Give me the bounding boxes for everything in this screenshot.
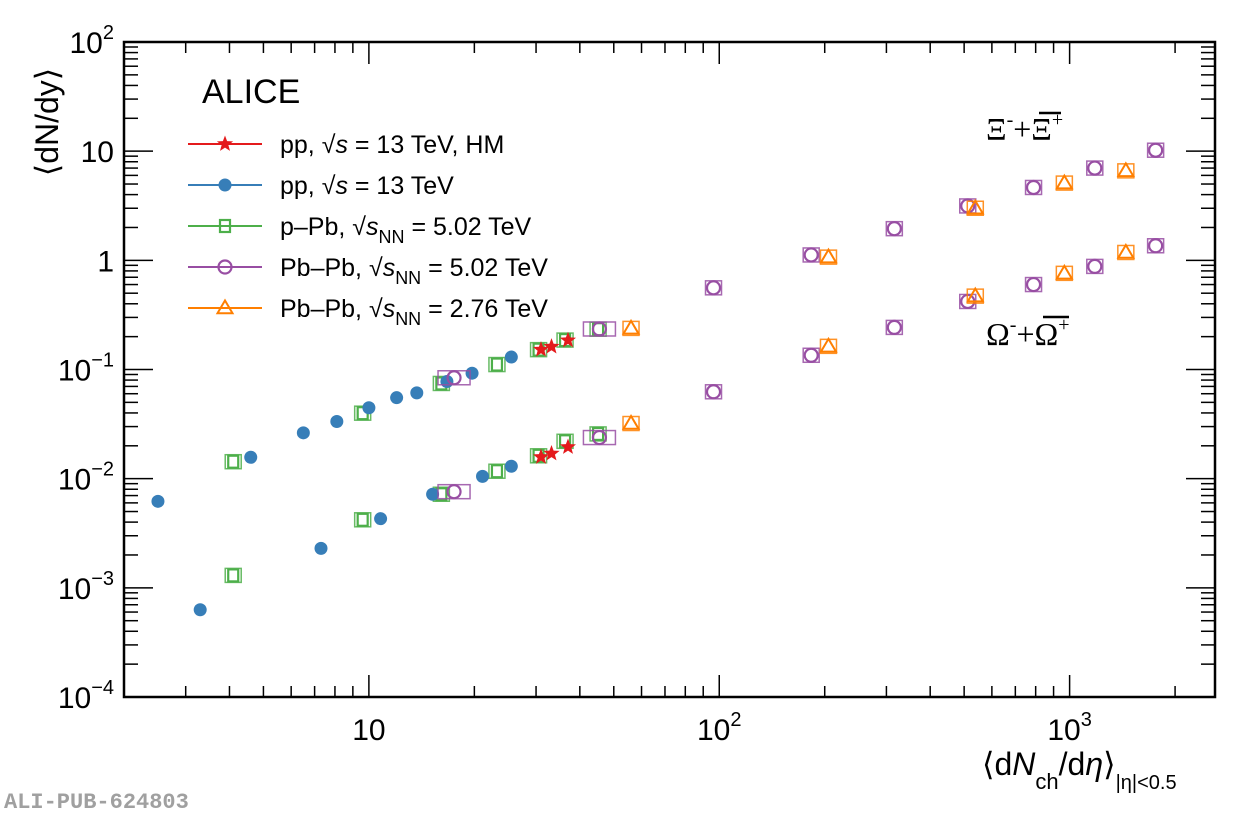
- xi-point: [1025, 179, 1042, 196]
- y-tick-label: 10−3: [58, 568, 114, 606]
- xi-point: [559, 331, 576, 348]
- omega-annotation: Ω-+Ω+: [986, 314, 1070, 352]
- xi-point: [227, 454, 240, 469]
- x-axis-title: ⟨dNch/dη⟩|η|<0.5: [982, 746, 1177, 794]
- omega-point: [621, 414, 641, 430]
- series-0: [533, 331, 576, 464]
- x-axis-title-eta: η: [1085, 746, 1103, 782]
- legend-entry: pp, √s = 13 TeV, HM: [280, 131, 504, 159]
- x-tick-labels: 10 102 103: [352, 709, 1092, 747]
- experiment-label: ALICE: [202, 73, 300, 111]
- xi-point: [621, 318, 641, 335]
- omega-point: [966, 286, 985, 303]
- legend-marker: [216, 135, 234, 151]
- legend-entry: pp, √s = 13 TeV: [280, 172, 454, 200]
- legend-marker: [217, 259, 233, 275]
- series-1: [151, 350, 518, 617]
- omega-point: [819, 336, 838, 353]
- xi-annotation: Ξ-+Ξ+: [986, 109, 1063, 147]
- omega-point: [533, 448, 550, 464]
- y-tick-label: 10: [81, 136, 114, 169]
- y-tick-label: 1: [97, 245, 114, 278]
- legend-entry: Pb–Pb, √sNN = 2.76 TeV: [280, 295, 548, 329]
- legend: pp, √s = 13 TeV, HM pp, √s = 13 TeV p–Pb, …: [188, 131, 548, 329]
- xi-point: [390, 391, 404, 405]
- xi-point: [1116, 161, 1136, 178]
- y-tick-label: 10−2: [58, 459, 114, 497]
- x-tick-label: 103: [1047, 709, 1092, 747]
- xi-point: [330, 414, 344, 428]
- xi-point: [1148, 142, 1164, 158]
- data-points: [151, 142, 1165, 617]
- xi-point: [803, 247, 819, 263]
- omega-point: [559, 438, 576, 454]
- axis-ticks: [123, 41, 1215, 698]
- omega-point: [374, 512, 388, 526]
- xi-point: [296, 426, 310, 440]
- omega-sys-box: [582, 429, 617, 446]
- omega-point: [1055, 263, 1074, 280]
- omega-point: [591, 429, 608, 446]
- x-axis-title-sub: ch: [1035, 769, 1058, 794]
- omega-point: [803, 347, 819, 363]
- omega-point: [705, 384, 722, 400]
- xi-point: [362, 401, 376, 415]
- xi-point: [705, 280, 722, 296]
- xi-point: [1055, 173, 1074, 190]
- legend-marker: [215, 298, 235, 315]
- x-axis-title-open: ⟨d: [982, 746, 1012, 782]
- y-tick-label: 102: [70, 22, 115, 60]
- omega-point: [1025, 276, 1042, 293]
- y-tick-label: 10−4: [58, 677, 114, 715]
- xi-point: [151, 494, 165, 508]
- omega-point: [1148, 238, 1164, 254]
- series-3: [437, 142, 1165, 500]
- x-axis-title-close: ⟩: [1103, 746, 1115, 782]
- xi-point: [490, 357, 504, 372]
- omega-point: [446, 484, 462, 500]
- omega-point: [227, 568, 240, 583]
- xi-point: [465, 366, 479, 380]
- x-axis-title-n: N: [1012, 746, 1036, 782]
- omega-point: [504, 459, 518, 473]
- xi-point: [543, 338, 560, 354]
- omega-point: [490, 464, 504, 479]
- omega-point: [193, 603, 207, 617]
- x-axis-title-mid: /d: [1059, 746, 1086, 782]
- xi-point: [244, 450, 258, 464]
- xi-point: [886, 221, 902, 237]
- omega-point: [426, 487, 440, 501]
- omega-point: [543, 445, 560, 461]
- y-axis-title: ⟨dN/dy⟩: [29, 68, 65, 177]
- xi-point: [966, 198, 985, 215]
- y-tick-labels: 102 10 1 10−1 10−2 10−3 10−4: [58, 22, 114, 715]
- xi-point: [410, 386, 424, 400]
- x-tick-label: 102: [697, 709, 742, 747]
- x-tick-label: 10: [352, 714, 385, 747]
- legend-marker: [218, 218, 232, 234]
- omega-point: [314, 541, 328, 555]
- publication-id: ALI-PUB-624803: [4, 790, 189, 815]
- xi-point: [1087, 160, 1103, 176]
- xi-point: [446, 370, 462, 386]
- legend-marker: [218, 178, 232, 192]
- y-tick-label: 10−1: [58, 350, 114, 388]
- plot-frame: [122, 40, 1217, 699]
- series-4: [621, 161, 1136, 432]
- omega-point: [1087, 258, 1103, 274]
- legend-entry: p–Pb, √sNN = 5.02 TeV: [280, 213, 532, 247]
- legend-entry: Pb–Pb, √sNN = 5.02 TeV: [280, 254, 548, 288]
- omega-point: [356, 512, 369, 527]
- xi-bar-base: Ξ: [1031, 111, 1052, 147]
- omega-point: [886, 319, 902, 336]
- xi-point: [533, 341, 550, 357]
- xi-point: [819, 247, 838, 264]
- omega-point: [476, 469, 490, 483]
- xi-point: [591, 321, 608, 337]
- x-axis-title-range: |η|<0.5: [1116, 772, 1177, 794]
- xi-point: [504, 350, 518, 364]
- omega-point: [1116, 243, 1136, 259]
